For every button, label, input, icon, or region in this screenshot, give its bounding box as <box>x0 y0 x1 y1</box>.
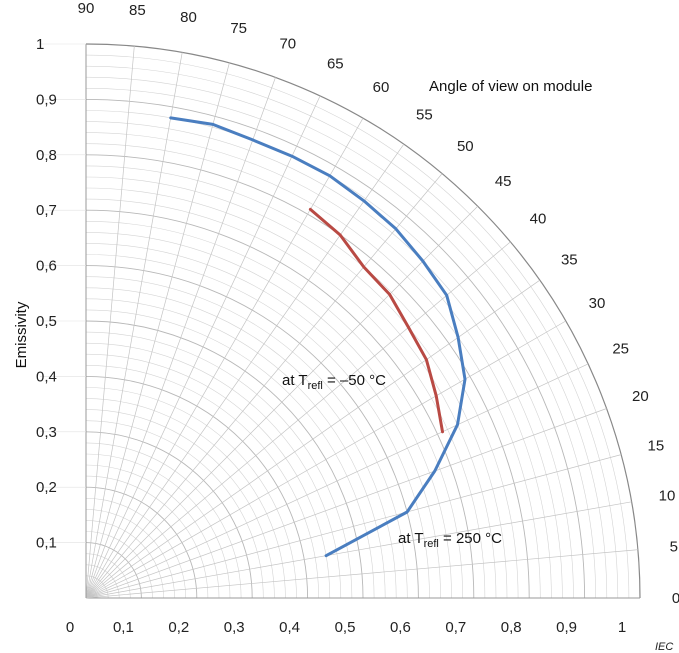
grid-spoke <box>85 549 638 599</box>
angle-tick-label: 70 <box>279 36 296 53</box>
y-tick-label: 0,6 <box>36 258 57 275</box>
x-tick-label: 0,3 <box>224 619 245 636</box>
series-label-hot-sub: refl <box>424 538 439 550</box>
grid-spoke <box>85 46 135 599</box>
angle-tick-label: 0 <box>672 590 679 607</box>
grid-spoke <box>85 206 478 599</box>
angle-tick-label: 45 <box>495 173 512 190</box>
grid-spoke <box>85 363 589 599</box>
source-label: IEC <box>655 641 673 653</box>
x-tick-label: 0 <box>66 619 74 636</box>
angle-tick-label: 90 <box>78 0 95 17</box>
grid-spoke <box>85 62 230 599</box>
series-label-cold-main: at T <box>282 372 308 389</box>
x-tick-label: 0,8 <box>501 619 522 636</box>
grid-spoke <box>85 320 566 599</box>
series-line-minus50c <box>308 207 444 434</box>
x-tick-label: 0,5 <box>335 619 356 636</box>
angle-tick-label: 35 <box>561 252 578 269</box>
angle-axis-title: Angle of view on module <box>429 78 592 95</box>
angle-tick-label: 40 <box>530 211 547 228</box>
grid-spoke <box>85 408 607 599</box>
angle-tick-label: 50 <box>457 138 474 155</box>
angle-tick-label: 55 <box>416 107 433 124</box>
series-layer <box>169 116 467 558</box>
angle-tick-label: 75 <box>230 20 247 37</box>
y-tick-label: 0,2 <box>36 479 57 496</box>
grid-spoke <box>85 95 321 599</box>
y-tick-label: 0,4 <box>36 368 57 385</box>
angle-tick-label: 10 <box>659 488 676 505</box>
grid-spoke <box>85 143 405 599</box>
tick-labels: 0 0,1 0,2 0,3 0,4 0,5 0,6 0,7 0,8 0,9 1 0,1 0,2 0,3 0,… <box>36 0 679 636</box>
grid-spoke <box>85 77 276 599</box>
x-tick-label: 0,4 <box>279 619 300 636</box>
grid-spoke <box>85 118 364 599</box>
angle-tick-label: 65 <box>327 55 344 72</box>
polar-grid <box>40 43 641 599</box>
angle-tick-label: 80 <box>180 9 197 26</box>
grid-spoke <box>85 501 632 599</box>
series-label-hot-main: at T <box>398 530 424 547</box>
grid-spoke <box>85 454 622 599</box>
angle-tick-label: 60 <box>373 79 390 96</box>
angle-tick-label: 15 <box>648 437 665 454</box>
x-tick-label: 0,9 <box>556 619 577 636</box>
series-label-hot: at Trefl = 250 °C <box>398 530 502 550</box>
x-tick-label: 0,7 <box>445 619 466 636</box>
y-tick-label: 1 <box>36 36 44 53</box>
y-tick-label: 0,8 <box>36 147 57 164</box>
grid-spoke <box>85 173 443 599</box>
angle-tick-label: 85 <box>129 2 146 19</box>
y-tick-label: 0,9 <box>36 91 57 108</box>
angle-tick-label: 5 <box>670 539 678 556</box>
grid-spoke <box>85 241 511 599</box>
series-label-cold-rest: = –50 °C <box>323 372 386 389</box>
series-label-cold-sub: refl <box>308 380 323 392</box>
y-tick-label: 0,3 <box>36 424 57 441</box>
y-tick-label: 0,7 <box>36 202 57 219</box>
grid-spoke <box>85 52 183 599</box>
y-axis-label: Emissivity <box>13 301 30 368</box>
series-label-cold: at Trefl = –50 °C <box>282 372 386 392</box>
series-line-250c <box>169 116 467 558</box>
x-tick-label: 1 <box>618 619 626 636</box>
angle-tick-label: 20 <box>632 388 649 405</box>
grid-spoke <box>85 279 541 599</box>
angle-tick-label: 25 <box>612 341 629 358</box>
series-label-hot-rest: = 250 °C <box>439 530 502 547</box>
x-tick-label: 0,1 <box>113 619 134 636</box>
y-tick-label: 0,1 <box>36 535 57 552</box>
y-tick-label: 0,5 <box>36 313 57 330</box>
x-tick-label: 0,6 <box>390 619 411 636</box>
x-tick-label: 0,2 <box>168 619 189 636</box>
angle-tick-label: 30 <box>589 295 606 312</box>
